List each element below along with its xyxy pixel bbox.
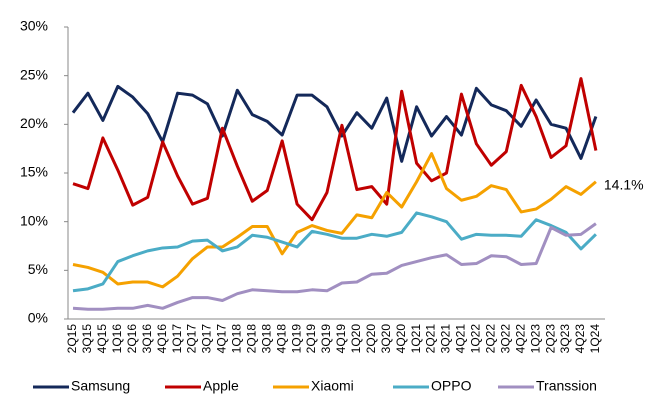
x-tick-label: 4Q18 bbox=[274, 324, 288, 354]
x-tick-label: 4Q16 bbox=[155, 324, 169, 354]
x-tick-label: 3Q20 bbox=[379, 324, 393, 354]
x-tick-label: 4Q23 bbox=[573, 324, 587, 354]
x-tick-label: 3Q15 bbox=[80, 324, 94, 354]
x-tick-label: 1Q24 bbox=[588, 324, 602, 354]
series-line bbox=[72, 211, 597, 293]
x-tick-label: 2Q23 bbox=[543, 324, 557, 354]
y-tick-label: 0% bbox=[28, 310, 48, 326]
x-tick-label: 1Q19 bbox=[289, 324, 303, 354]
x-tick-label: 2Q20 bbox=[364, 324, 378, 354]
x-tick-label: 1Q17 bbox=[170, 324, 184, 354]
series-line bbox=[72, 152, 597, 289]
x-tick-label: 1Q16 bbox=[110, 324, 124, 354]
x-tick-label: 1Q21 bbox=[409, 324, 423, 354]
x-tick-label: 2Q16 bbox=[125, 324, 139, 354]
x-tick-label: 1Q20 bbox=[349, 324, 363, 354]
y-tick-label: 15% bbox=[20, 164, 48, 180]
x-tick-label: 4Q20 bbox=[394, 324, 408, 354]
data-label: 14.1% bbox=[604, 176, 644, 192]
x-tick-label: 2Q19 bbox=[304, 324, 318, 354]
x-tick-label: 3Q17 bbox=[200, 324, 214, 354]
x-tick-label: 4Q19 bbox=[334, 324, 348, 354]
x-tick-label: 2Q17 bbox=[185, 324, 199, 354]
legend-label: Transsion bbox=[536, 378, 597, 394]
x-tick-label: 4Q17 bbox=[215, 324, 229, 354]
x-tick-label: 2Q21 bbox=[424, 324, 438, 354]
x-tick-label: 2Q15 bbox=[65, 324, 79, 354]
series-line bbox=[72, 77, 598, 222]
series-line bbox=[72, 222, 597, 311]
x-tick-label: 2Q22 bbox=[483, 324, 497, 354]
legend-label: Samsung bbox=[71, 378, 130, 394]
series-line bbox=[71, 84, 598, 163]
x-tick-label: 3Q19 bbox=[319, 324, 333, 354]
legend-label: Xiaomi bbox=[311, 378, 354, 394]
y-tick-label: 25% bbox=[20, 66, 48, 82]
y-tick-label: 10% bbox=[20, 212, 48, 228]
y-tick-label: 5% bbox=[28, 261, 48, 277]
x-tick-label: 1Q23 bbox=[528, 324, 542, 354]
x-tick-label: 2Q18 bbox=[244, 324, 258, 354]
legend-label: Apple bbox=[203, 378, 239, 394]
x-tick-label: 4Q21 bbox=[454, 324, 468, 354]
x-tick-label: 1Q18 bbox=[230, 324, 244, 354]
x-tick-label: 3Q21 bbox=[439, 324, 453, 354]
x-tick-label: 3Q22 bbox=[498, 324, 512, 354]
x-tick-label: 4Q15 bbox=[95, 324, 109, 354]
x-tick-label: 3Q23 bbox=[558, 324, 572, 354]
x-tick-label: 4Q22 bbox=[513, 324, 527, 354]
x-tick-label: 3Q18 bbox=[259, 324, 273, 354]
y-tick-label: 20% bbox=[20, 115, 48, 131]
x-tick-label: 1Q22 bbox=[469, 324, 483, 354]
legend-label: OPPO bbox=[431, 378, 472, 394]
y-tick-label: 30% bbox=[20, 18, 48, 34]
x-tick-label: 3Q16 bbox=[140, 324, 154, 354]
